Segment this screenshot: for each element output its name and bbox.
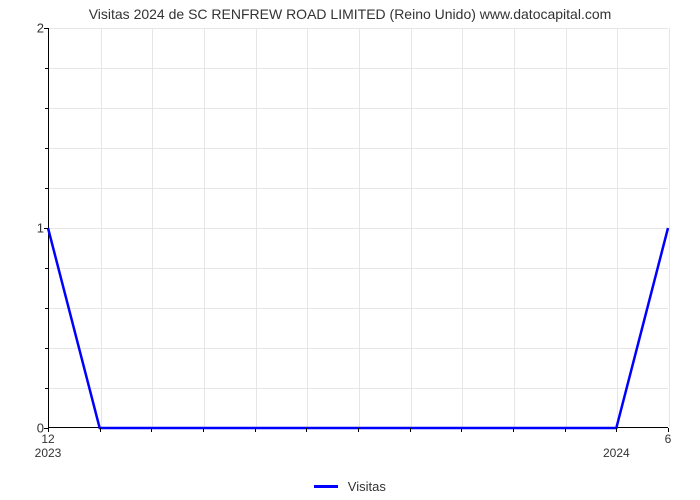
xtick-mark (565, 428, 566, 432)
xtick-month-label: 6 (665, 432, 672, 446)
xtick-year-label: 2023 (35, 446, 62, 460)
xtick-mark (203, 428, 204, 432)
ytick-mark-minor (45, 348, 48, 349)
ytick-mark-minor (45, 268, 48, 269)
series-visitas (48, 228, 668, 428)
xtick-mark (100, 428, 101, 432)
legend: Visitas (0, 478, 700, 494)
ytick-mark (44, 428, 48, 429)
ytick-label: 0 (4, 421, 44, 436)
ytick-mark-minor (45, 148, 48, 149)
ytick-mark-minor (45, 388, 48, 389)
xtick-year-label: 2024 (603, 446, 630, 460)
gridline-v (669, 28, 670, 427)
ytick-label: 1 (4, 221, 44, 236)
xtick-mark (151, 428, 152, 432)
ytick-mark-minor (45, 308, 48, 309)
chart-svg (48, 28, 668, 428)
ytick-mark-minor (45, 108, 48, 109)
xtick-mark (513, 428, 514, 432)
xtick-mark (306, 428, 307, 432)
ytick-mark (44, 228, 48, 229)
chart-title: Visitas 2024 de SC RENFREW ROAD LIMITED … (0, 6, 700, 22)
chart-container: Visitas 2024 de SC RENFREW ROAD LIMITED … (0, 0, 700, 500)
legend-label: Visitas (348, 479, 386, 494)
xtick-mark (358, 428, 359, 432)
xtick-mark (255, 428, 256, 432)
ytick-mark (44, 28, 48, 29)
ytick-label: 2 (4, 21, 44, 36)
legend-swatch (314, 485, 338, 488)
xtick-mark (616, 428, 617, 432)
xtick-mark (461, 428, 462, 432)
xtick-mark (410, 428, 411, 432)
ytick-mark-minor (45, 68, 48, 69)
ytick-mark-minor (45, 188, 48, 189)
